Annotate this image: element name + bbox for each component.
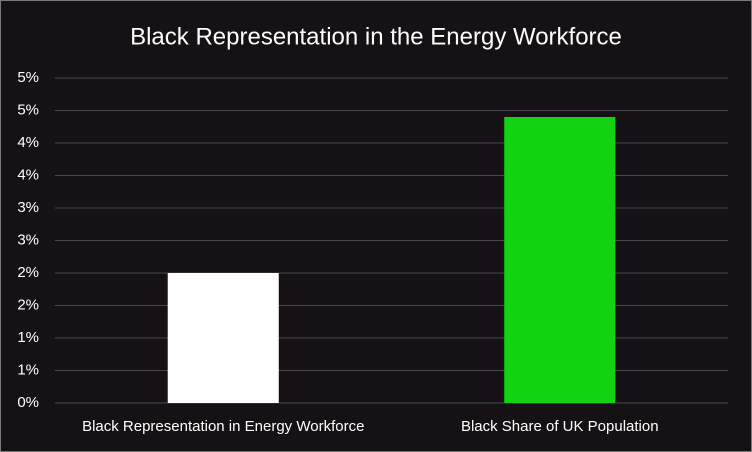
- y-tick-label: 3%: [17, 231, 39, 248]
- y-tick-label: 1%: [17, 361, 39, 378]
- y-tick-label: 5%: [17, 101, 39, 118]
- y-tick-label: 4%: [17, 166, 39, 183]
- y-tick-label: 2%: [17, 264, 39, 281]
- y-tick-label: 0%: [17, 394, 39, 411]
- x-tick-label: Black Representation in Energy Workforce: [82, 418, 364, 435]
- y-tick-label: 3%: [17, 199, 39, 216]
- y-tick-label: 1%: [17, 329, 39, 346]
- chart-title: Black Representation in the Energy Workf…: [130, 23, 622, 50]
- bar: [504, 117, 616, 403]
- x-tick-label: Black Share of UK Population: [461, 418, 659, 435]
- bar: [167, 273, 279, 403]
- y-tick-label: 5%: [17, 69, 39, 86]
- y-tick-label: 4%: [17, 134, 39, 151]
- y-tick-label: 2%: [17, 296, 39, 313]
